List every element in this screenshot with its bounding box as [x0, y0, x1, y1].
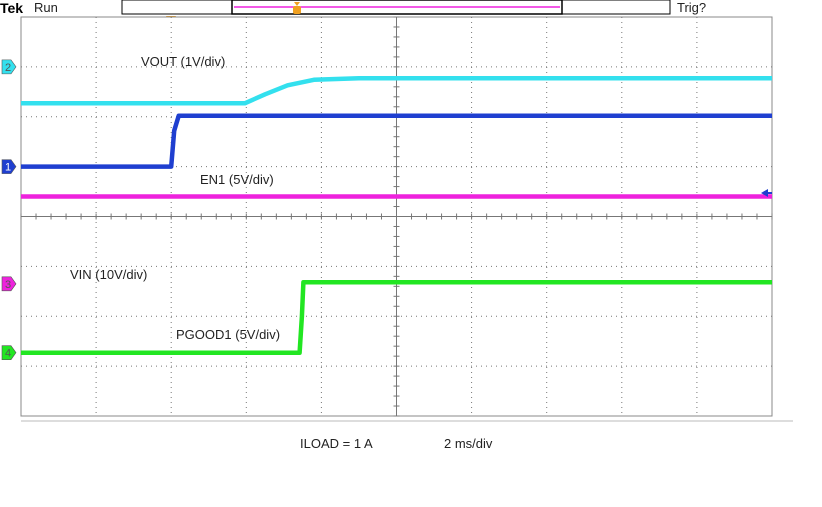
pgood1-trace: [21, 280, 772, 355]
svg-text:2: 2: [5, 62, 11, 74]
ch3-ground-marker[interactable]: 3: [1, 276, 17, 292]
channel-ground-markers: 2 1 3 4: [1, 59, 17, 360]
pgood1-label: PGOOD1 (5V/div): [176, 327, 280, 342]
en1-label: EN1 (5V/div): [200, 172, 274, 187]
ch1-ground-marker[interactable]: 1: [1, 159, 17, 174]
svg-text:4: 4: [5, 348, 11, 360]
acquisition-status: Run: [34, 0, 58, 15]
brand-logo: Tek: [0, 0, 23, 16]
ch2-ground-marker[interactable]: 2: [1, 59, 17, 75]
load-current-caption: ILOAD = 1 A: [300, 436, 373, 451]
vin-label: VIN (10V/div): [70, 267, 147, 282]
svg-text:1: 1: [5, 162, 11, 174]
ch1-offset-arrow-icon: [761, 189, 772, 197]
svg-text:3: 3: [5, 279, 11, 291]
vout-trace: [21, 76, 772, 106]
timebase-caption: 2 ms/div: [444, 436, 493, 451]
record-trigger-marker: [293, 2, 301, 14]
ch4-ground-marker[interactable]: 4: [1, 345, 17, 360]
waveform-traces: [21, 76, 772, 355]
vout-label: VOUT (1V/div): [141, 54, 225, 69]
en1-trace: [21, 113, 772, 169]
trigger-status: Trig?: [677, 0, 706, 15]
